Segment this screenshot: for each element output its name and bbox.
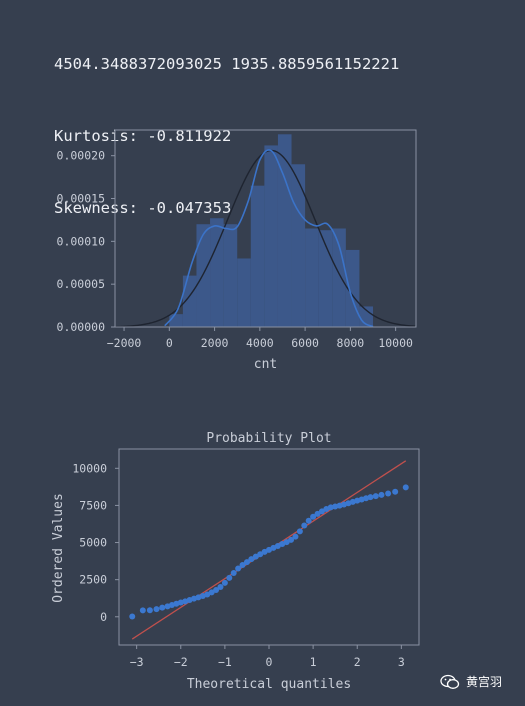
data-point [129,613,136,620]
output-text: 4504.3488372093025 1935.8859561152221 Ku… [54,4,399,244]
histogram-x-tick-label: −2000 [107,336,142,350]
data-point [283,539,290,546]
histogram-bar [277,134,292,327]
histogram-x-tick-label: 0 [166,336,173,350]
histogram-frame [114,129,417,328]
prob-y-tick-label: 7500 [79,498,107,512]
data-point [392,488,399,495]
histogram-y-tick-label: 0.00000 [57,320,106,334]
data-point [139,607,146,614]
histogram-bar [223,224,238,327]
probability-plot: Probability Plot −3 −2 −1 0 1 2 3 0 2500 5000 750… [51,431,420,692]
watermark: 黄宫羽 [440,673,502,690]
kurtosis-line: Kurtosis: -0.811922 [54,127,232,145]
histogram-y-tick-label: 0.00010 [57,234,106,248]
histogram-bar [250,185,265,327]
watermark-text: 黄宫羽 [466,675,503,689]
data-point [378,491,385,498]
histogram-xlabel: cnt [254,357,277,372]
data-point [213,587,220,594]
histogram-y-tick-label: 0.00015 [57,192,105,206]
wechat-icon [440,674,460,690]
histogram-y-tick-label: 0.00020 [57,149,106,163]
probability-plot-title: Probability Plot [206,431,331,446]
prob-x-tick-label: −1 [218,655,232,669]
data-point [367,494,374,501]
data-point [243,559,250,566]
mean-std-line: 4504.3488372093025 1935.8859561152221 [54,55,400,73]
prob-x-tick-label: −3 [130,655,144,669]
histogram-bar [305,228,319,327]
skewness-line: Skewness: -0.047353 [54,199,232,217]
data-point [235,565,242,572]
data-point [221,579,228,586]
prob-y-tick-label: 5000 [79,536,107,550]
probability-plot-ylabel: Ordered Values [51,493,66,603]
histogram-bar [318,230,333,327]
prob-x-tick-label: 2 [354,655,361,669]
histogram-chart: −2000 0 2000 4000 6000 8000 10000 0.00000 0.000… [57,129,417,372]
histogram-bar [182,275,197,327]
histogram-x-tick-label: 4000 [246,336,274,350]
data-point [248,556,255,563]
histogram-bar [291,164,306,327]
histogram-x-tick-label: 6000 [291,336,319,350]
data-point [252,553,259,560]
data-point [372,493,379,500]
histogram-bar [237,258,251,327]
prob-x-tick-label: −2 [174,655,188,669]
data-point [159,604,166,611]
prob-x-tick-label: 0 [266,655,273,669]
histogram-bar [169,314,183,327]
data-point [146,607,153,614]
data-point [230,569,237,576]
prob-x-tick-label: 1 [310,655,317,669]
data-point [385,490,392,497]
prob-y-tick-label: 2500 [79,573,107,587]
data-point [402,484,409,491]
data-point [310,513,317,520]
histogram-y-tick-label: 0.00005 [57,277,105,291]
data-point [318,508,325,515]
data-point [305,517,312,524]
data-point [257,551,264,558]
histogram-bar [332,228,346,327]
histogram-x-tick-label: 10000 [378,336,413,350]
histogram-bar [264,145,278,327]
prob-y-tick-label: 0 [100,610,107,624]
kde-curve [164,149,374,327]
data-point [153,606,160,613]
data-point [217,583,224,590]
data-point [239,561,246,568]
data-point [292,533,299,540]
data-point [288,536,295,543]
histogram-bar [196,224,211,327]
prob-y-tick-label: 10000 [72,461,107,475]
histogram-x-tick-label: 2000 [201,336,229,350]
histogram-bar [210,218,224,327]
histogram-x-tick-label: 8000 [337,336,365,350]
data-point [314,510,321,517]
data-point [301,522,308,529]
data-point [296,528,303,535]
data-point [208,589,215,596]
probability-plot-xlabel: Theoretical quantiles [187,677,351,692]
prob-x-tick-label: 3 [398,655,405,669]
data-point [226,574,233,581]
